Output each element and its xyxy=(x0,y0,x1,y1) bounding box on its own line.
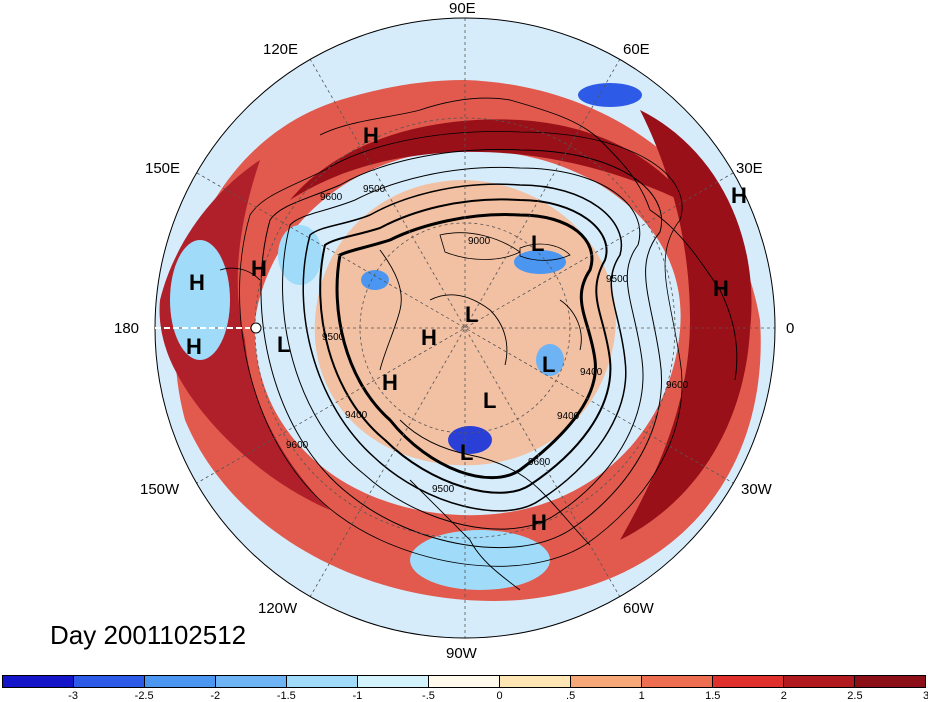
colorbar-tick-label: -2 xyxy=(210,690,221,702)
colorbar-segment xyxy=(287,676,358,687)
contour-label: 9600 xyxy=(528,457,551,468)
longitude-label-90w: 90W xyxy=(446,645,477,662)
colorbar-tick-label: -2.5 xyxy=(134,690,154,702)
colorbar-segment xyxy=(145,676,216,687)
colorbar-tick-label: .5 xyxy=(566,690,576,702)
dateline-marker xyxy=(250,322,262,334)
colorbar-tick-label: 0 xyxy=(496,690,503,702)
cold-anomaly-area xyxy=(410,530,550,590)
high-pressure-marker: H xyxy=(186,334,202,359)
low-pressure-marker: L xyxy=(483,388,496,413)
cold-anomaly-spot xyxy=(536,344,564,376)
contour-label: 9400 xyxy=(557,411,580,422)
longitude-label-90e: 90E xyxy=(449,0,476,17)
longitude-label-60w: 60W xyxy=(623,600,654,617)
colorbar-segment xyxy=(3,676,74,687)
anomaly-field-dark-band-east xyxy=(620,110,752,540)
colorbar-segment xyxy=(855,676,925,687)
high-pressure-marker: H xyxy=(363,123,379,148)
longitude-label-30w: 30W xyxy=(741,481,772,498)
anomaly-field-outer-ring xyxy=(175,80,761,601)
colorbar-segment xyxy=(784,676,855,687)
low-pressure-marker: L xyxy=(460,440,473,465)
high-pressure-marker: H xyxy=(421,325,437,350)
cold-anomaly-area xyxy=(170,240,230,360)
longitude-label-150e: 150E xyxy=(145,160,181,177)
longitude-label-120e: 120E xyxy=(263,41,299,58)
low-pressure-marker: L xyxy=(277,332,290,357)
colorbar-tick-label: 1.5 xyxy=(705,690,721,702)
longitude-label-30e: 30E xyxy=(736,160,763,177)
contour-label: 9500 xyxy=(432,484,455,495)
colorbar-segment xyxy=(429,676,500,687)
day-title: Day 2001102512 xyxy=(50,620,247,650)
longitude-label-60e: 60E xyxy=(623,41,650,58)
contour-label: 9500 xyxy=(363,184,386,195)
anomaly-field-dark-band-north xyxy=(290,119,690,205)
high-pressure-marker: H xyxy=(189,270,205,295)
contour-label: 9600 xyxy=(666,380,689,391)
height-contours xyxy=(239,131,683,567)
contour-label: 9500 xyxy=(322,332,345,343)
cold-anomaly-spot xyxy=(278,225,322,285)
contour-label: 9500 xyxy=(606,274,629,285)
colorbar-segment xyxy=(216,676,287,687)
colorbar-tick-label: -3 xyxy=(68,690,78,702)
colorbar-segment xyxy=(642,676,713,687)
colorbar-tick-label: 3 xyxy=(922,690,928,702)
high-pressure-marker: H xyxy=(531,510,547,535)
cold-anomaly-spot xyxy=(361,270,389,290)
polar-map: 9600 9500 9000 9400 9500 9600 9400 9500 … xyxy=(154,17,776,639)
longitude-label-120w: 120W xyxy=(258,600,298,617)
low-pressure-marker: L xyxy=(465,302,478,327)
coastlines xyxy=(219,97,738,591)
longitude-label-0: 0 xyxy=(786,320,795,337)
low-pressure-marker: L xyxy=(542,352,555,377)
colorbar-tick-label: -.5 xyxy=(422,690,435,702)
longitude-label-180: 180 xyxy=(114,320,140,337)
low-pressure-marker: L xyxy=(531,231,544,256)
low-pressure-marker: H xyxy=(382,370,398,395)
colorbar-segment xyxy=(713,676,784,687)
colorbar-tick-label: 2 xyxy=(780,690,787,702)
cold-anomaly-spot xyxy=(514,250,566,274)
colorbar-segment xyxy=(358,676,429,687)
colorbar-tick-label: 1 xyxy=(638,690,645,702)
colorbar-tick-label: -1.5 xyxy=(276,690,296,702)
contour-label: 9600 xyxy=(320,192,343,203)
contour-label: 9000 xyxy=(468,236,491,247)
colorbar-segment xyxy=(571,676,642,687)
colorbar-segment xyxy=(74,676,145,687)
high-pressure-marker: H xyxy=(713,276,729,301)
contour-label: 9400 xyxy=(345,410,368,421)
high-pressure-marker: H xyxy=(731,183,747,208)
contour-label: 9400 xyxy=(580,367,603,378)
contour-label: 9600 xyxy=(286,440,309,451)
colorbar-segment xyxy=(500,676,571,687)
colorbar-tick-label: 2.5 xyxy=(847,690,863,702)
high-pressure-marker: H xyxy=(251,256,267,281)
cold-anomaly-spot xyxy=(578,83,642,107)
longitude-label-150w: 150W xyxy=(140,481,180,498)
colorbar-tick-label: -1 xyxy=(352,690,363,702)
colorbar xyxy=(2,675,926,688)
